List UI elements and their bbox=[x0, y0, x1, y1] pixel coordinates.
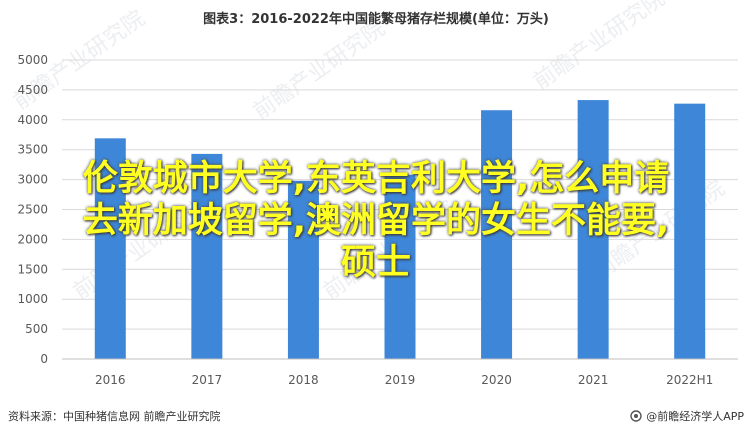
brand-logo-icon bbox=[630, 410, 642, 422]
x-tick-label: 2018 bbox=[288, 373, 319, 387]
bar bbox=[577, 100, 609, 359]
x-tick-label: 2017 bbox=[192, 373, 223, 387]
watermark-text: 前瞻产业研究院 bbox=[249, 16, 390, 125]
x-tick-label: 2022H1 bbox=[666, 373, 713, 387]
y-tick-label: 5000 bbox=[17, 53, 48, 67]
bar bbox=[674, 103, 706, 360]
y-tick-label: 500 bbox=[25, 322, 48, 336]
bar-chart: 前瞻产业研究院前瞻产业研究院前瞻产业研究院前瞻产业研究院前瞻产业研究院前瞻产业研… bbox=[9, 0, 738, 387]
watermark-text: 前瞻产业研究院 bbox=[529, 0, 670, 95]
y-tick-label: 4500 bbox=[17, 83, 48, 97]
x-axis-ticks: 2016 2017 2018 2019 2020 2021 2022H1 bbox=[95, 373, 713, 387]
chart-title: 图表3：2016-2022年中国能繁母猪存栏规模(单位：万头) bbox=[203, 12, 549, 27]
y-tick-label: 1500 bbox=[17, 262, 48, 276]
overlay-line-2: 去新加坡留学,澳洲留学的女生不能要, bbox=[82, 201, 670, 241]
bar bbox=[287, 180, 319, 359]
source-note: 资料来源：中国种猪信息网 前瞻产业研究院 bbox=[8, 410, 221, 423]
x-tick-label: 2016 bbox=[95, 373, 126, 387]
y-tick-label: 3500 bbox=[17, 143, 48, 157]
x-tick-label: 2021 bbox=[578, 373, 609, 387]
y-axis-ticks: 0 500 1000 1500 2000 2500 3000 3500 4000 4500 5000 bbox=[17, 53, 48, 366]
overlay-line-1: 伦敦城市大学,东英吉利大学,怎么申请 bbox=[82, 159, 670, 199]
x-tick-label: 2020 bbox=[481, 373, 512, 387]
bar bbox=[94, 138, 126, 359]
bar bbox=[191, 153, 223, 359]
brand-text: @前瞻经济学人APP bbox=[646, 410, 744, 423]
x-tick-label: 2019 bbox=[385, 373, 416, 387]
y-tick-label: 3000 bbox=[17, 173, 48, 187]
overlay-line-3: 硕士 bbox=[340, 243, 411, 283]
bar bbox=[384, 174, 416, 359]
y-tick-label: 1000 bbox=[17, 292, 48, 306]
y-tick-label: 4000 bbox=[17, 113, 48, 127]
y-tick-label: 2000 bbox=[17, 232, 48, 246]
brand-credit: @前瞻经济学人APP bbox=[630, 408, 744, 424]
bars bbox=[94, 100, 706, 360]
y-tick-label: 2500 bbox=[17, 203, 48, 217]
y-tick-label: 0 bbox=[40, 352, 48, 366]
overlay-caption: 伦敦城市大学,东英吉利大学,怎么申请 去新加坡留学,澳洲留学的女生不能要, 硕士 bbox=[0, 158, 752, 284]
bar bbox=[481, 110, 513, 360]
